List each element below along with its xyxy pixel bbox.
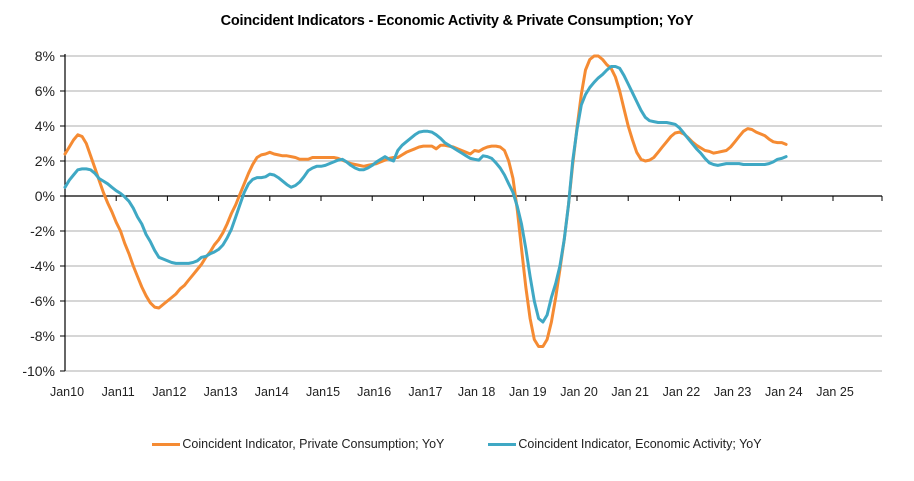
x-tick-label: Jan15 [306, 385, 340, 399]
x-tick-label: Jan 18 [458, 385, 496, 399]
y-tick-label: 0% [35, 188, 55, 204]
x-tick-label: Jan16 [357, 385, 391, 399]
y-axis-ticks: 8% 6% 4% 2% 0% -2% -4% -6% -8% -10% [22, 48, 65, 379]
x-tick-label: Jan10 [50, 385, 84, 399]
legend-swatch-private-consumption [152, 442, 181, 446]
x-tick-label: Jan 25 [816, 385, 854, 399]
x-tick-label: Jan 20 [560, 385, 598, 399]
x-tick-label: Jan 21 [611, 385, 649, 399]
chart-title: Coincident Indicators - Economic Activit… [220, 13, 694, 29]
series-line-private-consumption [63, 54, 788, 348]
y-tick-label: 4% [35, 118, 55, 134]
y-tick-label: 2% [35, 153, 55, 169]
y-tick-label: 6% [35, 83, 55, 99]
x-tick-label: Jan 24 [765, 385, 803, 399]
legend-label-private-consumption: Coincident Indicator, Private Consumptio… [182, 437, 445, 451]
y-tick-label: -2% [30, 223, 55, 239]
y-tick-label: 8% [35, 48, 55, 64]
x-tick-label: Jan 22 [663, 385, 701, 399]
legend: Coincident Indicator, Private Consumptio… [0, 437, 914, 451]
legend-label-economic-activity: Coincident Indicator, Economic Activity;… [518, 437, 762, 451]
y-tick-label: -8% [30, 328, 55, 344]
series-line-economic-activity [63, 65, 788, 324]
x-tick-label: Jan17 [408, 385, 442, 399]
x-tick-label: Jan 23 [714, 385, 752, 399]
x-tick-label: Jan 19 [509, 385, 547, 399]
x-axis-ticks: Jan10 Jan11 Jan12 Jan13 Jan14 Jan15 Jan16 Jan17… [50, 196, 883, 399]
legend-item-economic-activity: Coincident Indicator, Economic Activity;… [488, 437, 762, 451]
legend-swatch-economic-activity [488, 442, 517, 446]
series-lines [63, 54, 788, 348]
gridlines [65, 55, 882, 372]
x-tick-label: Jan12 [152, 385, 186, 399]
y-tick-label: -4% [30, 258, 55, 274]
legend-item-private-consumption: Coincident Indicator, Private Consumptio… [152, 437, 444, 451]
axes [64, 54, 882, 371]
y-tick-label: -10% [22, 363, 55, 379]
y-tick-label: -6% [30, 293, 55, 309]
x-tick-label: Jan11 [102, 385, 135, 399]
x-tick-label: Jan13 [204, 385, 238, 399]
x-tick-label: Jan14 [255, 385, 289, 399]
